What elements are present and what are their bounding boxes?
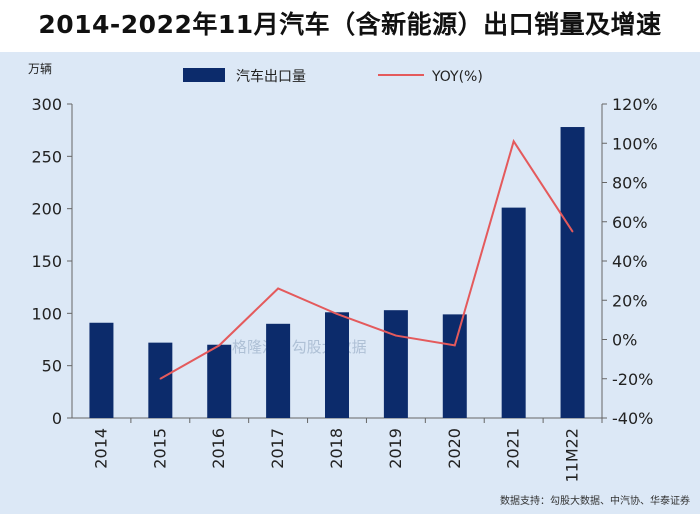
left-tick-label: 250 (31, 147, 62, 166)
legend-line-label: YOY(%) (431, 69, 483, 85)
left-tick-label: 50 (42, 357, 62, 376)
legend: 汽车出口量 YOY(%) (183, 68, 483, 85)
left-axis-unit: 万辆 (28, 62, 52, 76)
right-tick-label: 80% (612, 174, 648, 193)
right-tick-label: -40% (612, 409, 653, 428)
bar (560, 127, 585, 418)
bar (325, 312, 349, 418)
right-tick-label: 100% (612, 134, 658, 153)
yoy-point (159, 377, 162, 380)
yoy-point (571, 230, 574, 233)
x-tick-label: 2021 (504, 428, 523, 469)
right-tick-label: 0% (612, 331, 637, 350)
x-tick-label: 2018 (327, 428, 346, 469)
left-tick-label: 0 (52, 409, 62, 428)
left-tick-label: 300 (31, 95, 62, 114)
left-tick-label: 150 (31, 252, 62, 271)
bar (383, 310, 408, 418)
yoy-point (453, 344, 456, 347)
bar (501, 207, 526, 418)
plot-panel: 格隆汇 | 勾股大数据 0 50 100 150 200 250 300 -40% -20% 0%… (0, 52, 700, 514)
tick-labels: 0 50 100 150 200 250 300 -40% -20% 0% 20% 40% 60% 80%… (28, 62, 658, 483)
right-tick-label: 60% (612, 213, 648, 232)
x-tick-label: 2015 (150, 428, 169, 469)
bar (207, 344, 232, 418)
legend-bar-swatch (183, 68, 225, 82)
chart-svg: 格隆汇 | 勾股大数据 050100150200250300-40%-20%0%… (28, 62, 690, 507)
right-tick-label: 120% (612, 95, 658, 114)
chart-title: 2014-2022年11月汽车（含新能源）出口销量及增速 (38, 10, 662, 39)
left-tick-label: 200 (31, 200, 62, 219)
right-tick-label: 20% (612, 291, 648, 310)
bar-series (89, 127, 585, 418)
yoy-point (336, 313, 338, 315)
yoy-point (395, 334, 397, 337)
yoy-point (218, 344, 221, 347)
bar (266, 323, 291, 418)
legend-bar-label: 汽车出口量 (236, 68, 306, 85)
x-tick-label: 2017 (268, 428, 287, 469)
x-tick-label: 2014 (91, 428, 110, 469)
bar (442, 314, 467, 418)
source-note: 数据支持：勾股大数据、中汽协、华泰证券 (500, 494, 690, 507)
right-tick-label: 40% (612, 252, 648, 271)
yoy-line (159, 138, 574, 380)
left-tick-label: 100 (31, 304, 62, 323)
bar (148, 342, 173, 418)
x-tick-label: 11M22 (563, 428, 582, 483)
yoy-point (512, 140, 515, 143)
right-tick-label: -20% (612, 370, 653, 389)
bar (89, 322, 114, 418)
x-tick-label: 2020 (445, 428, 464, 469)
x-tick-label: 2016 (209, 428, 228, 469)
source-text: 数据支持：勾股大数据、中汽协、华泰证券 (500, 494, 690, 507)
line-series (159, 138, 574, 380)
yoy-point (277, 287, 279, 290)
x-tick-label: 2019 (386, 428, 405, 469)
